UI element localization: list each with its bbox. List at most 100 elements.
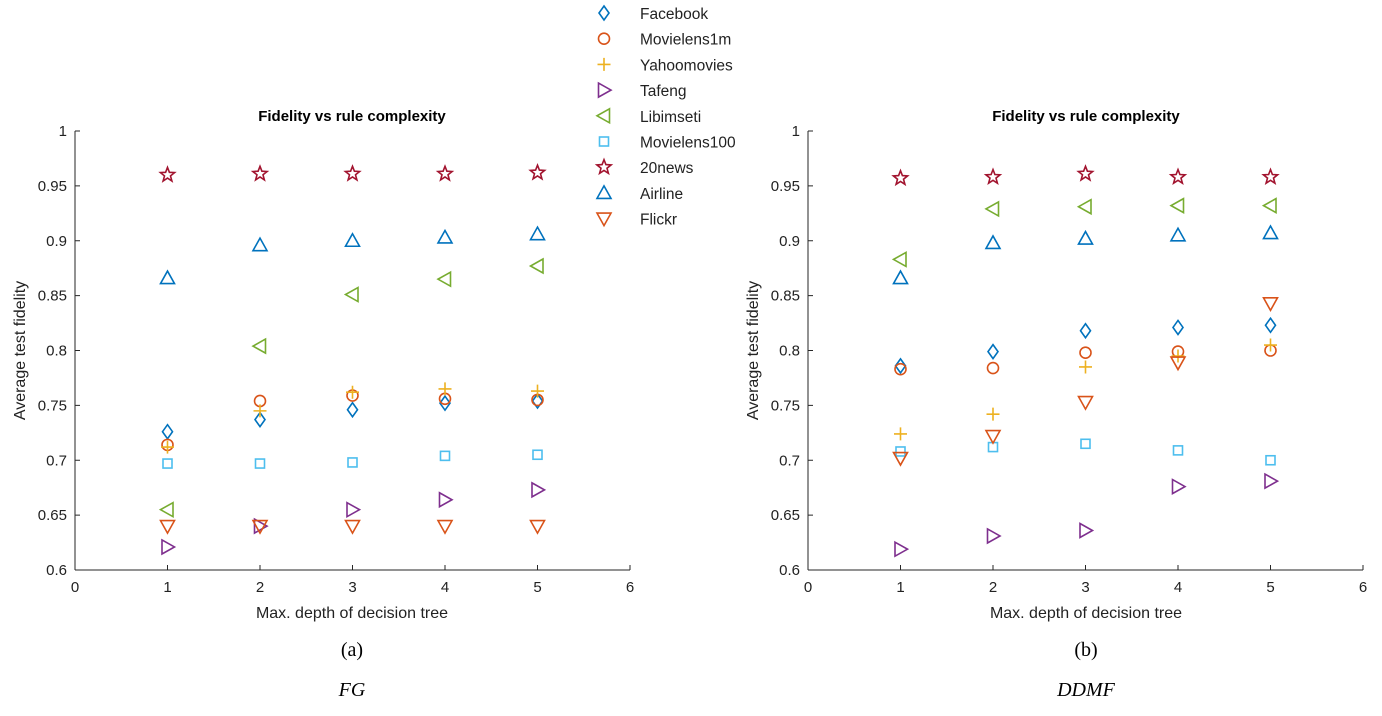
legend-entry-yahoomovies: Yahoomovies	[597, 57, 733, 74]
y-tick-label: 0.95	[771, 178, 800, 195]
data-point	[346, 501, 362, 519]
data-point	[254, 458, 266, 469]
x-tick-label: 5	[533, 579, 541, 596]
panel-caption: (a)	[341, 639, 363, 661]
legend-label: 20news	[640, 160, 694, 177]
legend-label: Facebook	[640, 6, 708, 23]
series-yahoomovies	[894, 338, 1277, 441]
data-point	[161, 538, 177, 556]
y-tick-label: 0.9	[46, 233, 67, 250]
data-point	[987, 343, 999, 360]
data-point	[436, 270, 452, 288]
legend-marker	[598, 136, 610, 147]
legend-entry-20news: 20news	[594, 157, 694, 177]
series-20news	[891, 164, 1280, 187]
series-facebook	[161, 392, 544, 441]
data-point	[344, 232, 361, 248]
series-facebook	[894, 316, 1277, 375]
data-point	[892, 451, 909, 467]
data-point	[1262, 297, 1279, 312]
data-point	[158, 501, 174, 519]
y-tick-label: 0.9	[779, 233, 800, 250]
y-tick-label: 0.7	[46, 452, 67, 469]
data-point	[1077, 229, 1094, 245]
y-tick-label: 0.6	[779, 562, 800, 579]
x-tick-label: 3	[348, 579, 356, 596]
data-point	[435, 164, 455, 182]
panel-caption: (b)	[1074, 639, 1097, 661]
x-tick-label: 6	[1359, 579, 1367, 596]
y-tick-label: 0.7	[779, 452, 800, 469]
x-tick-label: 4	[441, 579, 449, 596]
x-tick-label: 0	[804, 579, 812, 596]
legend-marker	[595, 184, 613, 200]
data-point	[439, 450, 451, 462]
series-flickr	[159, 519, 546, 535]
x-axis-label: Max. depth of decision tree	[990, 605, 1182, 622]
y-tick-label: 0.65	[771, 507, 800, 524]
data-point	[347, 457, 358, 468]
series-libimseti	[158, 257, 544, 519]
data-point	[439, 394, 451, 412]
data-point	[531, 392, 544, 410]
legend-marker	[595, 212, 613, 228]
data-point	[1171, 349, 1185, 363]
series-movielens1m	[161, 389, 544, 452]
legend-marker	[597, 32, 611, 46]
data-point	[251, 519, 269, 535]
data-point	[532, 449, 543, 461]
data-point	[251, 236, 269, 252]
x-tick-label: 2	[256, 579, 264, 596]
y-tick-label: 0.65	[38, 507, 67, 524]
panel-subcaption: DDMF	[1056, 679, 1116, 701]
data-point	[158, 165, 177, 183]
data-point	[1172, 319, 1184, 336]
data-point	[436, 519, 454, 535]
legend-marker	[597, 81, 613, 99]
data-point	[254, 411, 266, 429]
data-point	[250, 164, 270, 182]
y-tick-label: 0.95	[38, 178, 67, 195]
series-movielens1m	[894, 344, 1277, 376]
series-libimseti	[891, 197, 1277, 268]
data-point	[346, 385, 359, 399]
chart-panel-b: 0 1 2 3 4 5 6 0.6 0.65 0.7 0.75 0.8 0.85 0.9 0.95 1 Fide…	[745, 108, 1367, 701]
series-yahoomovies	[161, 382, 544, 454]
data-point	[891, 168, 910, 187]
data-point	[1172, 445, 1184, 456]
legend-label: Flickr	[640, 212, 677, 229]
x-tick-label: 3	[1081, 579, 1089, 596]
data-point	[1265, 454, 1276, 466]
series-airline	[892, 224, 1279, 285]
series-flickr	[892, 297, 1279, 467]
data-point	[984, 429, 1002, 445]
data-point	[1264, 472, 1280, 490]
data-point	[892, 269, 909, 285]
data-point	[891, 251, 907, 268]
data-point	[1169, 356, 1187, 372]
x-axis-label: Max. depth of decision tree	[256, 605, 448, 622]
data-point	[161, 440, 174, 454]
data-point	[253, 517, 269, 535]
data-point	[253, 404, 267, 418]
y-axis-label: Average test fidelity	[12, 281, 29, 420]
data-point	[1080, 438, 1091, 450]
data-point	[894, 362, 907, 376]
data-point	[986, 407, 1000, 421]
data-point	[986, 527, 1002, 545]
data-point	[986, 361, 1000, 375]
legend-marker	[595, 107, 611, 125]
x-tick-label: 5	[1266, 579, 1274, 596]
data-point	[1169, 197, 1185, 214]
chart-panel-a: 0 1 2 3 4 5 6 0.6 0.65 0.7 0.75 0.8 0.85 0.9 0.95 1 Fide…	[12, 108, 634, 701]
data-point	[1168, 167, 1188, 186]
chart-title: Fidelity vs rule complexity	[992, 108, 1180, 125]
data-point	[1264, 338, 1277, 352]
series-20news	[158, 162, 547, 183]
data-point	[528, 257, 544, 275]
data-point	[161, 423, 174, 441]
x-tick-label: 0	[71, 579, 79, 596]
data-point	[1169, 226, 1187, 242]
data-point	[1261, 167, 1280, 186]
legend-label: Yahoomovies	[640, 57, 733, 74]
